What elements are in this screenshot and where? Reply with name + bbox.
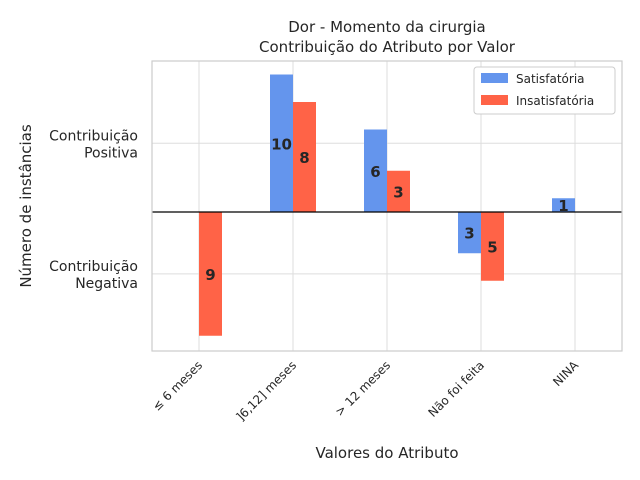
bar	[293, 102, 316, 212]
data-label: 8	[299, 149, 309, 167]
x-tick-label: Não foi feita	[425, 358, 487, 420]
legend-swatch	[481, 73, 508, 83]
legend-label: Insatisfatória	[516, 94, 594, 108]
x-tick-label: NINA	[550, 358, 581, 389]
data-label: 3	[393, 183, 403, 201]
plot-frame	[151, 60, 623, 352]
y-tick-label: Contribuição Negativa	[49, 259, 138, 292]
data-label: 1	[558, 197, 568, 215]
x-axis-label: Valores do Atributo	[315, 444, 458, 462]
data-label: 6	[370, 163, 380, 181]
x-tick-labels: ≤ 6 meses ]6,12] meses > 12 meses Não foi f…	[150, 358, 582, 424]
x-tick-label: > 12 meses	[332, 358, 393, 419]
data-label: 5	[487, 238, 497, 256]
y-tick-labels: Contribuição Positiva Contribuição Negativa	[49, 128, 138, 292]
legend-frame	[473, 66, 616, 115]
x-tick-label: ]6,12] meses	[233, 358, 299, 424]
bar	[387, 170, 410, 212]
data-label: 3	[464, 225, 474, 243]
bar	[270, 74, 293, 212]
x-tick-label: ≤ 6 meses	[150, 358, 205, 413]
y-axis-label: Número de instâncias	[17, 124, 35, 288]
legend: Satisfatória Insatisfatória	[473, 66, 616, 115]
bar	[199, 212, 222, 336]
legend-swatch	[481, 95, 508, 105]
chart-subtitle: Contribuição do Atributo por Valor	[259, 38, 516, 56]
y-tick-label: Contribuição Positiva	[49, 128, 138, 161]
bar	[364, 129, 387, 212]
legend-label: Satisfatória	[516, 72, 585, 86]
data-label: 10	[271, 135, 292, 153]
bars	[199, 74, 575, 336]
bar	[552, 198, 575, 212]
bar	[481, 212, 504, 281]
chart-title: Dor - Momento da cirurgia	[288, 18, 486, 36]
bar	[458, 212, 481, 254]
data-label: 9	[205, 266, 215, 284]
